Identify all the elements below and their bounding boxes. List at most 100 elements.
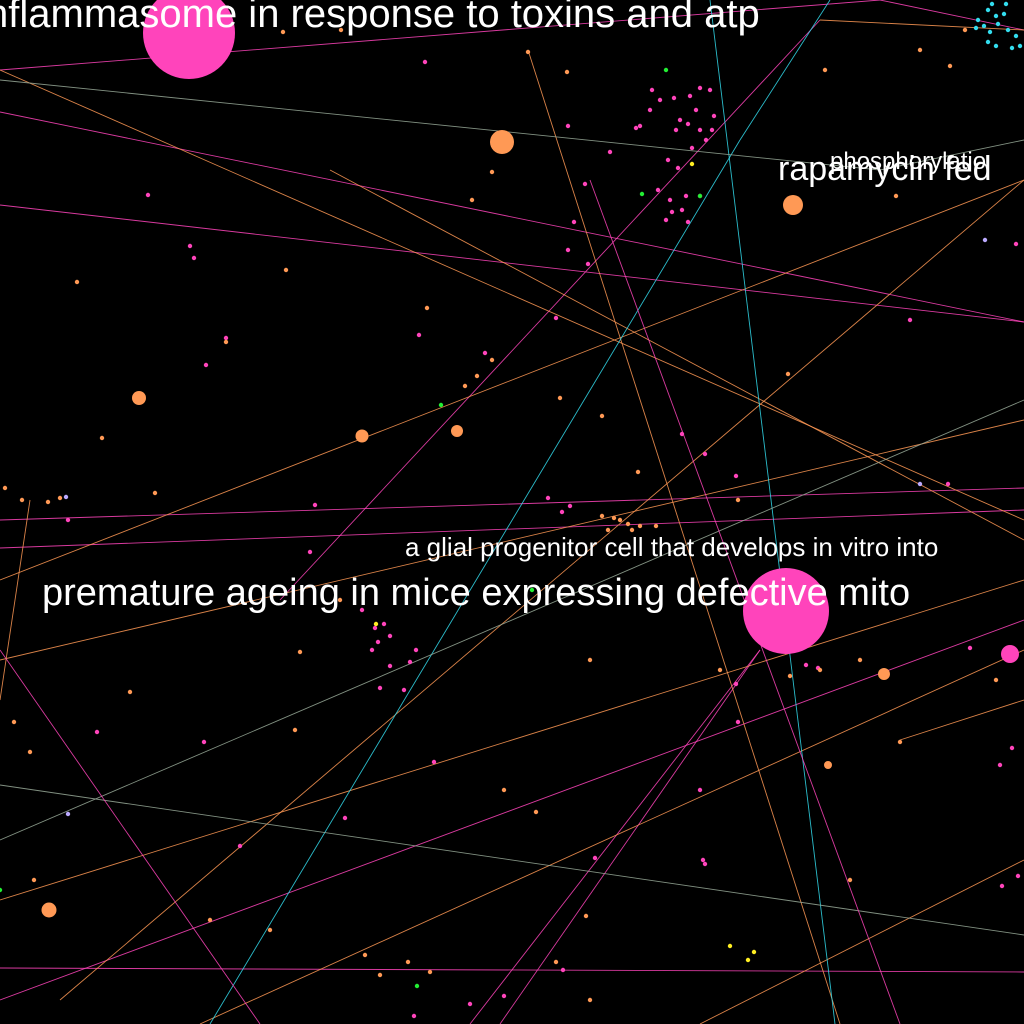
graph-node [663, 217, 669, 223]
graph-edge [0, 579, 1024, 901]
graph-edge [0, 0, 881, 71]
graph-node [401, 687, 407, 693]
graph-node [733, 473, 739, 479]
graph-node [655, 187, 661, 193]
graph-node [407, 659, 413, 665]
graph-node [19, 497, 25, 503]
graph-node [63, 494, 69, 500]
graph-node [897, 739, 903, 745]
graph-edge [209, 139, 741, 1024]
graph-node [685, 121, 691, 127]
graph-node [687, 93, 693, 99]
graph-node [857, 657, 863, 663]
graph-node [673, 127, 679, 133]
graph-node-large [783, 195, 803, 215]
graph-node [617, 517, 623, 523]
graph-edge [899, 699, 1024, 741]
graph-node [689, 145, 695, 151]
graph-node [467, 1001, 473, 1007]
graph-edge [329, 169, 1024, 541]
graph-node [893, 193, 899, 199]
graph-node [307, 549, 313, 555]
graph-node [981, 23, 987, 29]
graph-node [975, 17, 981, 23]
graph-node [422, 59, 428, 65]
graph-node [689, 161, 695, 167]
graph-node [431, 759, 437, 765]
graph-node [697, 127, 703, 133]
graph-node [697, 193, 703, 199]
graph-node [607, 149, 613, 155]
graph-node [907, 317, 913, 323]
graph-node [223, 339, 229, 345]
graph-node [553, 959, 559, 965]
graph-node [529, 587, 535, 593]
graph-node [985, 39, 991, 45]
graph-node [679, 207, 685, 213]
graph-node [283, 267, 289, 273]
graph-node [411, 1013, 417, 1019]
graph-node [709, 127, 715, 133]
graph-node [1009, 745, 1015, 751]
graph-node [587, 657, 593, 663]
graph-edge [0, 79, 881, 171]
graph-node [1017, 43, 1023, 49]
graph-node [545, 495, 551, 501]
graph-node [297, 649, 303, 655]
graph-node [629, 527, 635, 533]
graph-node [280, 29, 286, 35]
graph-node [993, 43, 999, 49]
graph-node [947, 63, 953, 69]
graph-node [1013, 33, 1019, 39]
graph-node [822, 67, 828, 73]
graph-node [599, 513, 605, 519]
graph-node [995, 21, 1001, 27]
graph-node [501, 993, 507, 999]
graph-node [675, 165, 681, 171]
graph-node [679, 431, 685, 437]
graph-edge [0, 784, 1024, 936]
graph-node [671, 95, 677, 101]
graph-node [489, 169, 495, 175]
graph-edge [279, 19, 821, 601]
graph-edge [199, 649, 1024, 1024]
graph-node [605, 527, 611, 533]
graph-node [191, 255, 197, 261]
graph-node-large [1001, 645, 1019, 663]
graph-node [57, 495, 63, 501]
graph-node [745, 957, 751, 963]
graph-node [803, 662, 809, 668]
graph-node [557, 395, 563, 401]
graph-node [99, 435, 105, 441]
graph-edge [0, 499, 31, 701]
graph-node [735, 719, 741, 725]
graph-node [1009, 45, 1015, 51]
graph-node [375, 639, 381, 645]
graph-node [438, 402, 444, 408]
graph-node [387, 633, 393, 639]
graph-edge [0, 619, 1024, 1001]
graph-node [65, 811, 71, 817]
graph-node [560, 967, 566, 973]
graph-node [703, 137, 709, 143]
graph-node [267, 927, 273, 933]
graph-node [203, 362, 209, 368]
graph-node [553, 315, 559, 321]
graph-node [292, 727, 298, 733]
graph-node [0, 887, 3, 893]
graph-node [377, 972, 383, 978]
graph-node [559, 509, 565, 515]
graph-node [987, 29, 993, 35]
graph-node [587, 997, 593, 1003]
graph-node [847, 877, 853, 883]
graph-edge [879, 139, 1024, 171]
graph-node [669, 209, 675, 215]
graph-node [1001, 11, 1007, 17]
graph-node [993, 677, 999, 683]
graph-node-large [143, 0, 235, 79]
graph-node [372, 625, 378, 631]
graph-edge [0, 69, 1024, 521]
graph-node [362, 952, 368, 958]
graph-edge [0, 179, 1024, 581]
graph-node [152, 490, 158, 496]
